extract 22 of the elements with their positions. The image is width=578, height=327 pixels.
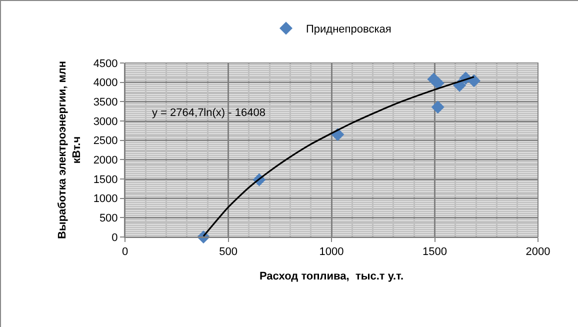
x-tick-label: 1500 <box>422 246 447 258</box>
y-tick-label: 4000 <box>93 77 118 90</box>
x-tick-label: 1000 <box>319 246 344 258</box>
point <box>431 76 444 90</box>
y-tick-label: 3000 <box>93 116 118 128</box>
y-tick-label: 4500 <box>93 58 118 70</box>
x-tick-label: 500 <box>219 246 238 258</box>
point <box>431 100 444 114</box>
y-axis-title: Выработка электроэнергии, млн кВт.ч <box>56 61 83 239</box>
y-tick-label: 500 <box>99 212 118 225</box>
y-tick-label: 0 <box>112 232 118 244</box>
y-tick-label: 1000 <box>93 193 118 206</box>
y-tick-label: 3500 <box>93 96 118 109</box>
point <box>467 74 480 88</box>
annotation: y = 2764,7ln(x) - 16408 <box>152 107 266 119</box>
x-tick-label: 2000 <box>526 246 550 258</box>
y-tick-label: 1500 <box>93 174 118 186</box>
y-tick-label: 2500 <box>93 135 118 148</box>
x-tick-label: 0 <box>122 246 128 258</box>
x-axis-title: Расход топлива, тыс.т у.т. <box>259 270 404 282</box>
legend-label: Приднепровская <box>306 23 392 36</box>
y-tick-label: 2000 <box>93 154 118 167</box>
